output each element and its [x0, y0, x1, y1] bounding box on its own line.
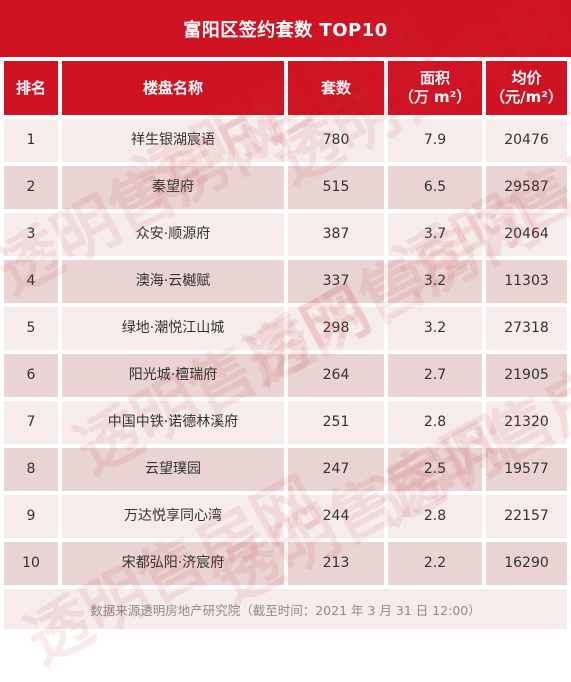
table-row: 3 众安·顺源府 387 3.7 20464	[4, 213, 567, 256]
cell-price: 21320	[486, 401, 567, 444]
cell-price: 16290	[486, 542, 567, 585]
table-row: 9 万达悦享同心湾 244 2.8 22157	[4, 495, 567, 538]
cell-name: 云望璞园	[62, 448, 284, 491]
cell-units: 387	[288, 213, 384, 256]
header-name: 楼盘名称	[62, 61, 284, 115]
table-row: 4 澳海·云樾赋 337 3.2 11303	[4, 260, 567, 303]
table-row: 6 阳光城·檀瑞府 264 2.7 21905	[4, 354, 567, 397]
cell-area: 7.9	[388, 119, 482, 162]
table-title: 富阳区签约套数 TOP10	[0, 0, 571, 57]
cell-rank: 2	[4, 166, 58, 209]
table-row: 2 秦望府 515 6.5 29587	[4, 166, 567, 209]
header-price-label: 均价	[511, 69, 542, 88]
cell-rank: 9	[4, 495, 58, 538]
header-units: 套数	[288, 61, 384, 115]
cell-rank: 8	[4, 448, 58, 491]
source-note: 数据来源透明房地产研究院（截至时间：2021 年 3 月 31 日 12:00）	[4, 589, 567, 629]
cell-rank: 10	[4, 542, 58, 585]
cell-area: 6.5	[388, 166, 482, 209]
cell-area: 3.7	[388, 213, 482, 256]
cell-name: 万达悦享同心湾	[62, 495, 284, 538]
header-area-label: 面积	[419, 69, 450, 88]
cell-name: 祥生银湖宸语	[62, 119, 284, 162]
cell-price: 29587	[486, 166, 567, 209]
cell-price: 27318	[486, 307, 567, 350]
table-row: 5 绿地·潮悦江山城 298 3.2 27318	[4, 307, 567, 350]
cell-rank: 5	[4, 307, 58, 350]
cell-area: 3.2	[388, 307, 482, 350]
header-area-unit: （万 m²）	[398, 88, 472, 106]
table-header-row: 排名 楼盘名称 套数 面积 （万 m²） 均价 （元/m²）	[4, 61, 567, 115]
cell-area: 2.7	[388, 354, 482, 397]
cell-price: 20464	[486, 213, 567, 256]
cell-price: 21905	[486, 354, 567, 397]
cell-name: 阳光城·檀瑞府	[62, 354, 284, 397]
cell-units: 298	[288, 307, 384, 350]
cell-name: 秦望府	[62, 166, 284, 209]
cell-area: 2.8	[388, 495, 482, 538]
cell-rank: 6	[4, 354, 58, 397]
cell-units: 780	[288, 119, 384, 162]
cell-price: 22157	[486, 495, 567, 538]
cell-rank: 7	[4, 401, 58, 444]
table-body: 1 祥生银湖宸语 780 7.9 20476 2 秦望府 515 6.5 29587 3 众安·顺源府…	[4, 119, 567, 585]
table-row: 10 宋都弘阳·济宸府 213 2.2 16290	[4, 542, 567, 585]
cell-rank: 4	[4, 260, 58, 303]
table-row: 8 云望璞园 247 2.5 19577	[4, 448, 567, 491]
header-area: 面积 （万 m²）	[388, 61, 482, 115]
cell-area: 2.8	[388, 401, 482, 444]
cell-name: 众安·顺源府	[62, 213, 284, 256]
cell-area: 2.2	[388, 542, 482, 585]
cell-units: 213	[288, 542, 384, 585]
cell-units: 244	[288, 495, 384, 538]
ranking-table: 排名 楼盘名称 套数 面积 （万 m²） 均价 （元/m²） 1 祥生银湖宸语 78…	[4, 61, 567, 589]
cell-area: 2.5	[388, 448, 482, 491]
table-row: 1 祥生银湖宸语 780 7.9 20476	[4, 119, 567, 162]
cell-units: 247	[288, 448, 384, 491]
cell-units: 251	[288, 401, 384, 444]
cell-name: 宋都弘阳·济宸府	[62, 542, 284, 585]
cell-area: 3.2	[388, 260, 482, 303]
cell-name: 澳海·云樾赋	[62, 260, 284, 303]
cell-name: 中国中铁·诺德林溪府	[62, 401, 284, 444]
table-row: 7 中国中铁·诺德林溪府 251 2.8 21320	[4, 401, 567, 444]
cell-units: 264	[288, 354, 384, 397]
cell-rank: 3	[4, 213, 58, 256]
header-price: 均价 （元/m²）	[486, 61, 567, 115]
cell-price: 11303	[486, 260, 567, 303]
cell-units: 515	[288, 166, 384, 209]
cell-name: 绿地·潮悦江山城	[62, 307, 284, 350]
header-rank: 排名	[4, 61, 58, 115]
cell-price: 19577	[486, 448, 567, 491]
cell-price: 20476	[486, 119, 567, 162]
cell-units: 337	[288, 260, 384, 303]
header-price-unit: （元/m²）	[490, 88, 563, 106]
cell-rank: 1	[4, 119, 58, 162]
